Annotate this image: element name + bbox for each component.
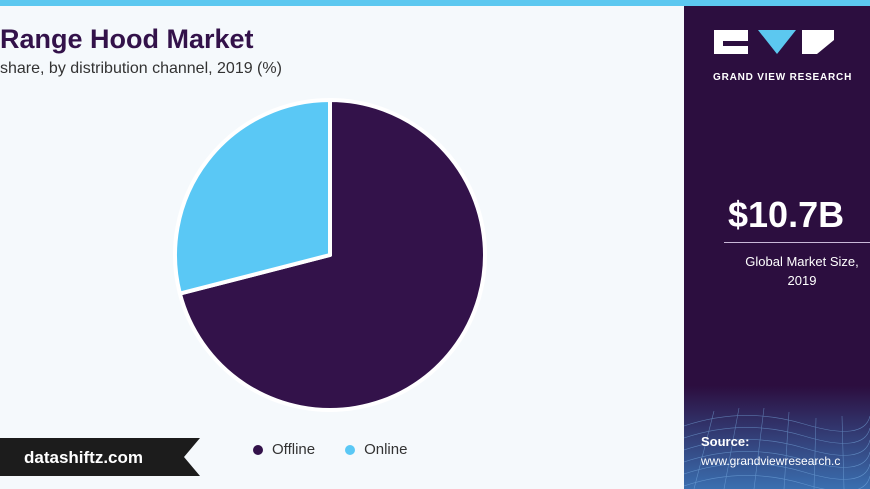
watermark-text: datashiftz.com — [24, 448, 144, 467]
decorative-grid-wave — [684, 386, 870, 489]
source-url: www.grandviewresearch.c — [701, 454, 841, 468]
chart-subtitle: share, by distribution channel, 2019 (%) — [0, 60, 282, 77]
source-label: Source: — [701, 434, 750, 449]
pie-slice-offline — [177, 98, 487, 412]
legend-label-offline: Offline — [272, 441, 316, 458]
top-accent-strip — [0, 0, 870, 6]
chart-title: Range Hood Market — [0, 24, 254, 54]
market-size-caption-line1: Global Market Size, — [745, 254, 859, 269]
brand-name: GRAND VIEW RESEARCH — [713, 72, 853, 83]
legend-swatch-online — [345, 444, 356, 455]
info-panel: GRAND VIEW RESEARCH $10.7B Global Market… — [684, 6, 870, 489]
value-divider — [724, 242, 870, 243]
market-size-caption-line2: 2019 — [787, 273, 817, 288]
pie-slice-online — [173, 98, 332, 296]
legend-item-online: Online — [345, 441, 407, 458]
pie-chart — [173, 98, 487, 412]
legend-item-offline: Offline — [253, 441, 315, 458]
market-size-value: $10.7B — [728, 194, 845, 235]
watermark-banner — [0, 438, 200, 476]
brand-logo-icon — [714, 30, 834, 54]
legend-swatch-offline — [253, 444, 263, 455]
market-size-caption: Global Market Size, 2019 — [720, 252, 870, 290]
chart-legend: Offline Online — [253, 441, 437, 458]
legend-label-online: Online — [364, 441, 408, 458]
